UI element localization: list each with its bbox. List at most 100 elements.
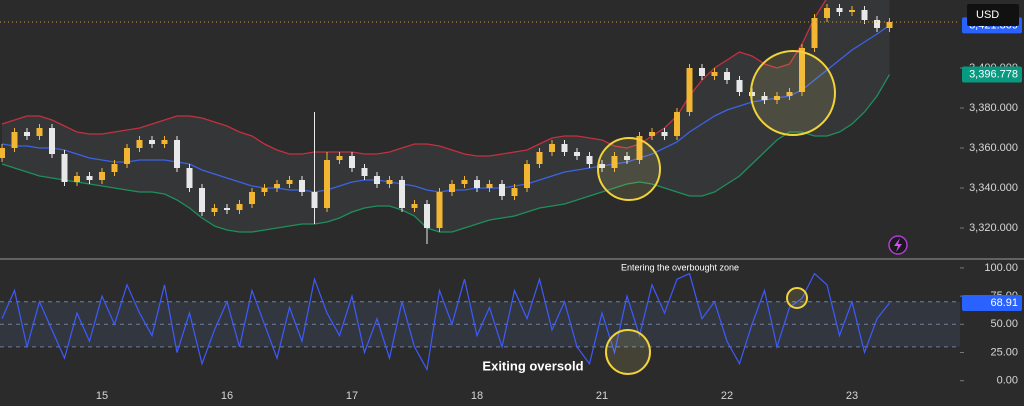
candle-body	[624, 156, 630, 160]
candle-body	[786, 92, 793, 96]
candle-body	[286, 180, 293, 184]
candle-body	[761, 96, 768, 100]
candle-body	[74, 176, 80, 182]
y-tick-label: 50.00	[990, 318, 1018, 330]
currency[interactable]: USD	[976, 9, 999, 21]
highlight-circle	[597, 137, 661, 201]
candle-body	[599, 164, 605, 168]
candle-body	[674, 112, 680, 136]
candle-body	[661, 132, 668, 136]
y-tick-label: 25.00	[990, 346, 1018, 358]
candle-body	[861, 10, 868, 20]
candle-body	[149, 140, 155, 144]
x-tick-label: 22	[721, 390, 733, 402]
candle-body	[136, 140, 143, 148]
candle-body	[699, 68, 705, 76]
candle-body	[774, 96, 780, 100]
x-tick-label: 18	[471, 390, 483, 402]
band-line	[1, 24, 890, 193]
rsi-line	[1, 272, 890, 372]
candle-body	[511, 188, 518, 196]
y-tick-label: 3,340.000	[969, 182, 1018, 194]
candle-body	[824, 8, 830, 18]
candle-body	[536, 152, 543, 164]
candle-body	[299, 180, 305, 192]
candle-body	[224, 208, 230, 210]
candle-body	[249, 192, 255, 204]
candle-body	[449, 184, 455, 192]
candle-body	[24, 132, 30, 136]
alert-icon[interactable]	[888, 235, 908, 255]
candle-body	[649, 132, 655, 136]
candle-body	[399, 180, 405, 208]
x-tick-label: 21	[596, 390, 608, 402]
axis-marker-label: 68.91	[990, 297, 1018, 309]
x-tick-label: 15	[96, 390, 108, 402]
candle-body	[161, 140, 168, 144]
band-line	[1, 74, 891, 233]
candle-body	[486, 184, 493, 188]
candle-body	[849, 10, 855, 12]
candle-body	[274, 184, 280, 188]
axis-marker	[962, 294, 1022, 311]
currency-box[interactable]	[967, 4, 1019, 26]
x-tick-label: 23	[846, 390, 858, 402]
candle-body	[724, 72, 730, 80]
candle-body	[874, 20, 880, 28]
rsi-pane	[0, 272, 960, 372]
y-tick-label: 0.00	[997, 375, 1018, 387]
candle-body	[11, 132, 18, 148]
candle-body	[574, 152, 580, 156]
candle-body	[711, 72, 718, 76]
candle-body	[424, 204, 430, 228]
candle-body	[124, 148, 130, 164]
y-tick-label: 100.00	[984, 262, 1018, 274]
candle-body	[886, 22, 893, 28]
candle-body	[336, 156, 343, 160]
candle-body	[111, 164, 118, 172]
candle-body	[324, 160, 330, 208]
candle-body	[736, 80, 743, 92]
candle-body	[386, 180, 393, 184]
candle-body	[611, 156, 618, 168]
candle-body	[374, 176, 380, 184]
candle-body	[636, 136, 643, 160]
y-tick-label: 3,380.000	[969, 102, 1018, 114]
candle-body	[586, 156, 593, 164]
candle-body	[349, 156, 355, 168]
candle-body	[236, 204, 243, 210]
candle-body	[436, 192, 443, 228]
candle-body	[561, 144, 568, 152]
y-tick-label: 3,360.000	[969, 142, 1018, 154]
candle-body	[461, 180, 468, 184]
annotation: Entering the overbought zone	[621, 262, 739, 272]
candle-body	[49, 128, 55, 154]
candle-body	[0, 148, 5, 158]
price-pane	[0, 0, 960, 244]
candle-body	[261, 188, 268, 192]
candle-body	[36, 128, 43, 136]
candle-body	[86, 176, 93, 180]
candle-body	[99, 172, 105, 180]
candle-body	[311, 192, 318, 208]
candle-body	[836, 8, 843, 12]
annotation: Exiting oversold	[482, 358, 583, 373]
highlight-circle	[786, 287, 808, 309]
candle-body	[811, 18, 818, 48]
axis-marker	[962, 66, 1022, 83]
candle-body	[199, 188, 205, 212]
candle-body	[211, 208, 218, 212]
x-tick-label: 16	[221, 390, 233, 402]
candle-body	[499, 184, 505, 196]
candle-body	[174, 140, 180, 168]
candle-body	[474, 180, 480, 188]
candle-body	[686, 68, 693, 112]
candle-body	[411, 204, 418, 208]
candle-body	[61, 154, 68, 182]
highlight-circle	[605, 329, 651, 375]
candle-body	[361, 168, 368, 176]
band-fill	[2, 0, 890, 232]
band-line	[1, 0, 827, 157]
